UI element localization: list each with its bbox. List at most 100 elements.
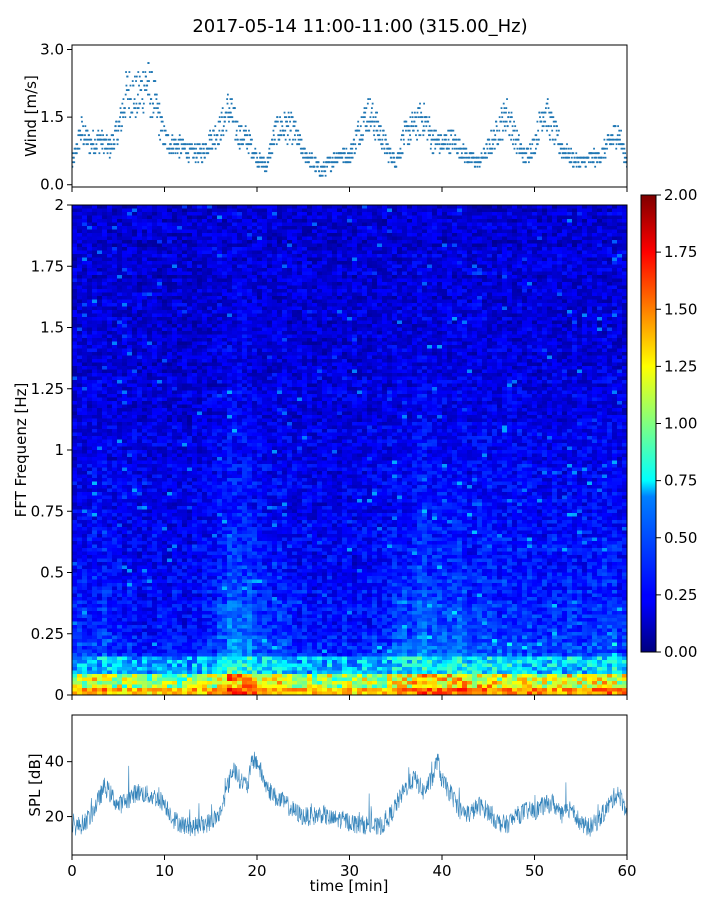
wind-point — [277, 134, 280, 137]
spectrogram-cell — [567, 275, 573, 279]
spectrogram-cell — [477, 226, 483, 230]
spectrogram-cell — [172, 278, 178, 283]
spectrogram-cell — [487, 229, 493, 234]
spectrogram-cell — [532, 275, 538, 279]
spectrogram-cell — [107, 306, 113, 311]
spectrogram-cell — [322, 240, 328, 244]
spectrogram-cell — [342, 205, 348, 209]
spectrogram-cell — [292, 268, 298, 272]
spectrogram-cell — [347, 219, 353, 223]
spectrogram-cell — [432, 222, 438, 227]
spectrogram-cell — [242, 264, 248, 269]
spectrogram-cell — [322, 222, 328, 227]
spectrogram-cell — [442, 212, 448, 216]
spectrogram-cell — [222, 261, 228, 265]
spectrogram-cell — [377, 299, 383, 304]
wind-point — [398, 156, 401, 159]
spectrogram-cell — [152, 215, 158, 220]
wind-point — [343, 152, 346, 155]
spectrogram-cell — [162, 247, 168, 251]
wind-point — [573, 156, 576, 159]
spectrogram-cell — [142, 219, 148, 223]
spectrogram-cell — [72, 257, 78, 262]
spectrogram-cell — [122, 254, 128, 258]
wind-point — [110, 143, 113, 146]
spectrogram-cell — [157, 282, 163, 286]
wind-point — [280, 134, 283, 137]
spectrogram-cell — [187, 233, 193, 237]
spectrogram-cell — [607, 285, 613, 290]
spectrogram-cell — [357, 296, 363, 300]
spectrogram-cell — [332, 285, 338, 290]
spectrogram-cell — [587, 303, 593, 307]
spectrogram-cell — [122, 264, 128, 269]
spectrogram-cell — [352, 296, 358, 300]
spectrogram-cell — [442, 264, 448, 269]
spectrogram-cell — [152, 264, 158, 269]
wind-point — [594, 165, 597, 168]
spectrogram-cell — [257, 296, 263, 300]
wind-point — [546, 98, 549, 100]
spectrogram-cell — [572, 310, 578, 314]
spectrogram-cell — [537, 212, 543, 216]
wind-point — [276, 120, 279, 123]
spectrogram-cell — [382, 205, 388, 209]
spectrogram-cell — [517, 292, 523, 297]
spectrogram-cell — [327, 285, 333, 290]
wind-point — [465, 152, 468, 155]
spectrogram-cell — [247, 229, 253, 234]
spectrogram-cell — [232, 208, 238, 213]
wind-point — [595, 152, 598, 155]
spectrogram-cell — [97, 236, 103, 241]
spectrogram-cell — [392, 208, 398, 213]
spectrogram-cell — [162, 208, 168, 213]
spectrogram-cell — [457, 289, 463, 293]
spectrogram-cell — [312, 208, 318, 213]
spectrogram-cell — [442, 310, 448, 314]
spectrogram-cell — [202, 250, 208, 255]
spectrogram-cell — [472, 303, 478, 307]
wind-point — [115, 120, 118, 123]
spectrogram-cell — [277, 208, 283, 213]
wind-point — [230, 102, 233, 105]
spectrogram-cell — [312, 271, 318, 276]
spectrogram-cell — [302, 219, 308, 223]
spectrogram-cell — [167, 306, 173, 311]
spectrogram-cell — [552, 275, 558, 279]
spectrogram-cell — [232, 236, 238, 241]
spectrogram-cell — [257, 282, 263, 286]
spectrogram-cell — [282, 208, 288, 213]
spectrogram-cell — [537, 282, 543, 286]
spectrogram-cell — [142, 261, 148, 265]
spectrogram-cell — [597, 261, 603, 265]
spectrogram-cell — [167, 282, 173, 286]
wind-point — [365, 125, 368, 128]
spectrogram-cell — [557, 205, 563, 209]
spectrogram-cell — [152, 313, 158, 318]
spectrogram-cell — [452, 243, 458, 248]
spectrogram-cell — [272, 268, 278, 272]
spectrogram-cell — [92, 261, 98, 265]
spectrogram-cell — [92, 268, 98, 272]
spectrogram-cell — [572, 229, 578, 234]
spectrogram-cell — [127, 306, 133, 311]
spectrogram-cell — [177, 215, 183, 220]
spectrogram-cell — [87, 226, 93, 230]
spectrogram-cell — [512, 282, 518, 286]
spectrogram-cell — [147, 306, 153, 311]
spectrogram-cell — [542, 254, 548, 258]
spectrogram-cell — [547, 275, 553, 279]
wind-point — [293, 120, 296, 123]
spectrogram-cell — [542, 292, 548, 297]
spectrogram-cell — [387, 296, 393, 300]
spectrogram-cell — [552, 264, 558, 269]
spectrogram-cell — [532, 303, 538, 307]
spectrogram-cell — [477, 250, 483, 255]
spectrogram-cell — [457, 278, 463, 283]
spectrogram-cell — [502, 257, 508, 262]
spectrogram-cell — [82, 250, 88, 255]
spectrogram-cell — [237, 254, 243, 258]
spectrogram-cell — [512, 292, 518, 297]
spectrogram-cell — [447, 250, 453, 255]
spectrogram-cell — [437, 236, 443, 241]
